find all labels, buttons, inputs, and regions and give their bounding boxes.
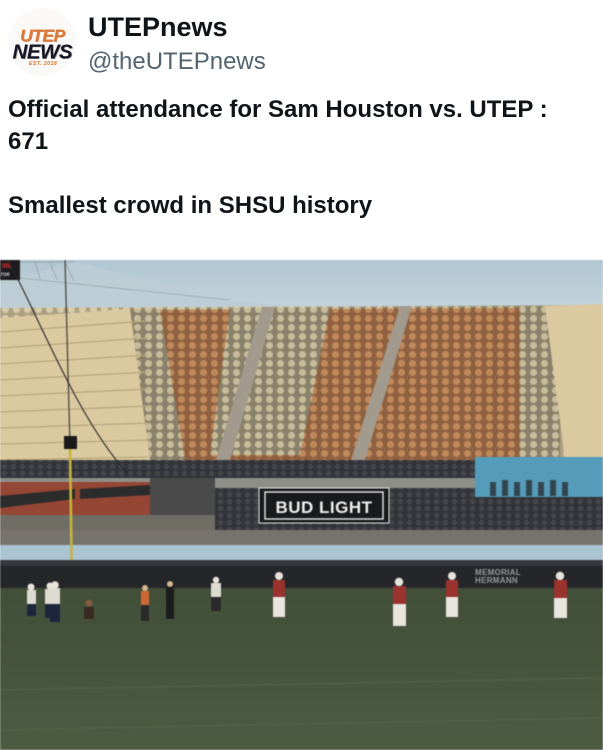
- svg-text:NEWS: NEWS: [13, 40, 73, 63]
- svg-text:roe: roe: [1, 272, 10, 278]
- svg-text:BUD LIGHT: BUD LIGHT: [275, 498, 372, 517]
- svg-text:EST. 2018: EST. 2018: [29, 61, 58, 67]
- svg-text:HERMANN: HERMANN: [475, 576, 518, 585]
